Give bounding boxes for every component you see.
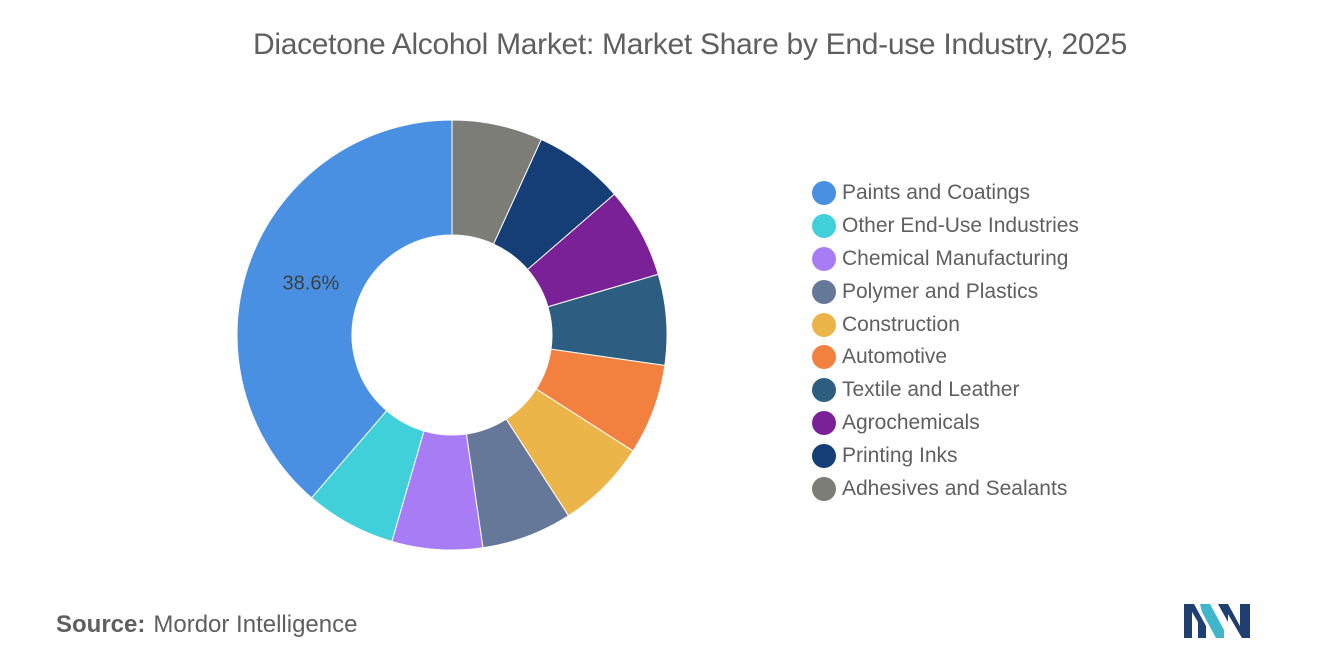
legend-label: Construction bbox=[842, 312, 960, 336]
legend-item: Printing Inks bbox=[812, 439, 1079, 472]
legend-label: Adhesives and Sealants bbox=[842, 476, 1068, 500]
legend-label: Printing Inks bbox=[842, 443, 958, 467]
legend-swatch bbox=[812, 345, 836, 370]
legend-swatch bbox=[812, 476, 836, 501]
chart-title: Diacetone Alcohol Market: Market Share b… bbox=[252, 28, 1128, 61]
legend-label: Polymer and Plastics bbox=[842, 279, 1039, 303]
legend-label: Textile and Leather bbox=[842, 378, 1020, 402]
legend-item: Chemical Manufacturing bbox=[812, 243, 1079, 276]
slice-paints-and-coatings bbox=[236, 119, 453, 499]
slice-adhesives-and-sealants bbox=[451, 119, 542, 245]
mordor-intelligence-logo-icon bbox=[1184, 604, 1250, 638]
legend-label: Chemical Manufacturing bbox=[842, 246, 1069, 270]
legend-swatch bbox=[812, 214, 836, 239]
source-label: Source: bbox=[56, 611, 146, 638]
legend-item: Automotive bbox=[812, 341, 1079, 374]
source-text: Mordor Intelligence bbox=[153, 611, 358, 638]
legend-label: Agrochemicals bbox=[842, 410, 980, 434]
legend-swatch bbox=[812, 312, 836, 337]
legend-swatch bbox=[812, 378, 836, 403]
source-note: Source: Mordor Intelligence bbox=[56, 611, 357, 639]
legend-item: Polymer and Plastics bbox=[812, 275, 1079, 308]
legend-label: Other End-Use Industries bbox=[842, 214, 1079, 238]
legend-item: Textile and Leather bbox=[812, 374, 1079, 407]
legend-swatch bbox=[812, 410, 836, 435]
legend-item: Agrochemicals bbox=[812, 407, 1079, 440]
data-label: 38.6% bbox=[283, 273, 340, 295]
legend-item: Construction bbox=[812, 308, 1079, 341]
legend-swatch bbox=[812, 181, 836, 206]
legend-item: Adhesives and Sealants bbox=[812, 472, 1079, 505]
legend-item: Other End-Use Industries bbox=[812, 210, 1079, 243]
legend-swatch bbox=[812, 443, 836, 468]
legend-item: Paints and Coatings bbox=[812, 177, 1079, 210]
legend-label: Automotive bbox=[842, 345, 948, 369]
legend-swatch bbox=[812, 246, 836, 271]
chart-legend: Paints and Coatings Other End-Use Industr… bbox=[812, 177, 1079, 505]
legend-label: Paints and Coatings bbox=[842, 181, 1030, 205]
legend-swatch bbox=[812, 279, 836, 304]
